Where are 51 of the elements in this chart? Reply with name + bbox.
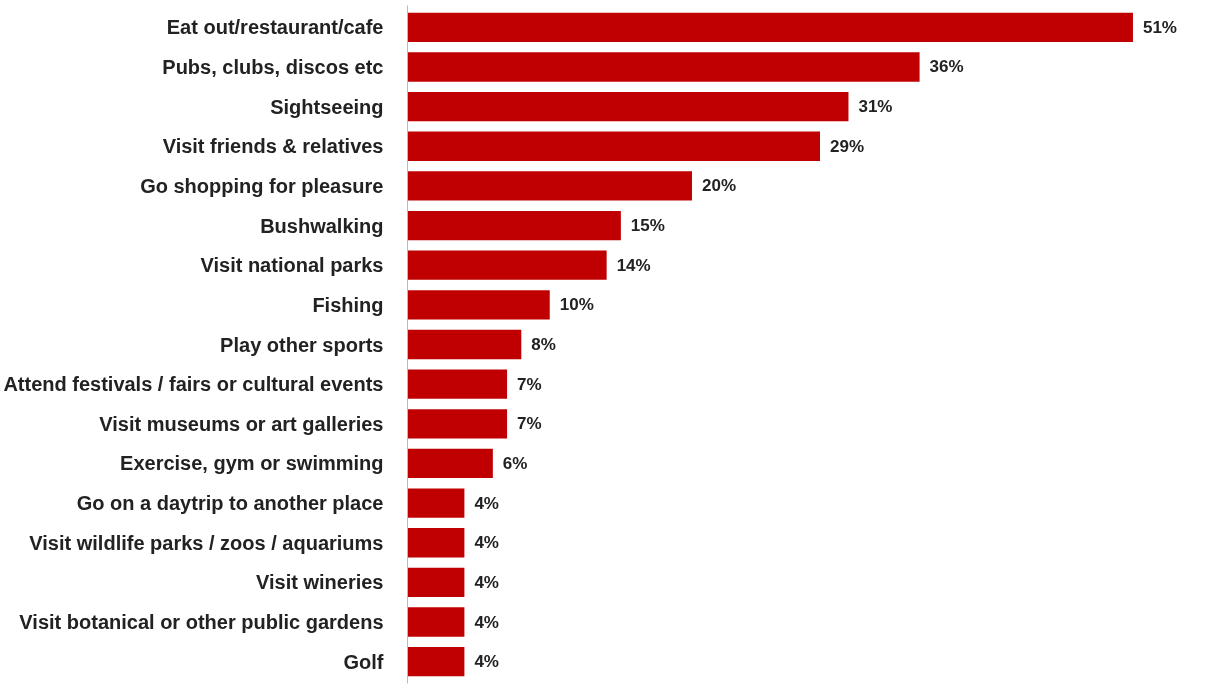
data-label: 36% xyxy=(929,57,964,77)
bar xyxy=(407,210,621,241)
data-label: 7% xyxy=(517,374,542,394)
data-label: 4% xyxy=(474,493,499,513)
y-tick-label: Visit botanical or other public gardens xyxy=(19,611,384,634)
data-label: 7% xyxy=(517,414,542,434)
data-label: 8% xyxy=(531,335,556,354)
data-label: 4% xyxy=(474,533,499,553)
data-label: 6% xyxy=(502,453,528,473)
bar xyxy=(407,250,607,280)
bar xyxy=(407,567,465,598)
y-tick-label: Visit friends & relatives xyxy=(162,135,384,158)
y-tick-label: Fishing xyxy=(312,293,384,316)
bar xyxy=(407,131,821,161)
y-tick-label: Go on a daytrip to another place xyxy=(76,492,384,515)
y-tick-label: Exercise, gym or swimming xyxy=(120,452,384,475)
y-tick-label: Play other sports xyxy=(220,333,384,356)
y-tick-label: Bushwalking xyxy=(260,214,384,237)
y-tick-label: Sightseeing xyxy=(270,95,384,118)
data-label: 10% xyxy=(559,295,594,315)
bar xyxy=(407,52,920,82)
y-tick-label: Pubs, clubs, discos etc xyxy=(162,55,384,78)
bar xyxy=(407,91,849,122)
bar xyxy=(407,12,1133,42)
data-label: 14% xyxy=(616,255,651,275)
y-tick-label: Visit wildlife parks / zoos / aquariums xyxy=(29,531,384,554)
data-label: 20% xyxy=(701,176,737,196)
y-tick-label: Attend festivals / fairs or cultural events xyxy=(3,373,384,396)
data-label: 4% xyxy=(474,652,499,672)
bar xyxy=(407,369,508,399)
data-label: 51% xyxy=(1142,17,1177,37)
data-label: 15% xyxy=(630,216,665,236)
data-label: 4% xyxy=(474,572,499,592)
bar xyxy=(407,409,508,439)
bar xyxy=(407,528,465,558)
bar xyxy=(407,290,550,320)
y-tick-label: Golf xyxy=(343,650,384,673)
data-label: 31% xyxy=(858,97,893,117)
bar xyxy=(407,607,465,637)
bar xyxy=(407,171,692,201)
y-tick-label: Visit museums or art galleries xyxy=(99,412,384,435)
y-tick-label: Visit national parks xyxy=(200,254,384,277)
y-tick-label: Eat out/restaurant/cafe xyxy=(166,16,384,39)
data-label: 29% xyxy=(830,136,865,156)
bar xyxy=(407,488,465,518)
y-tick-label: Go shopping for pleasure xyxy=(140,174,384,197)
bar xyxy=(407,448,493,479)
y-tick-label: Visit wineries xyxy=(256,571,384,594)
data-label: 4% xyxy=(474,612,499,632)
bar xyxy=(407,329,522,360)
bar xyxy=(407,647,465,677)
